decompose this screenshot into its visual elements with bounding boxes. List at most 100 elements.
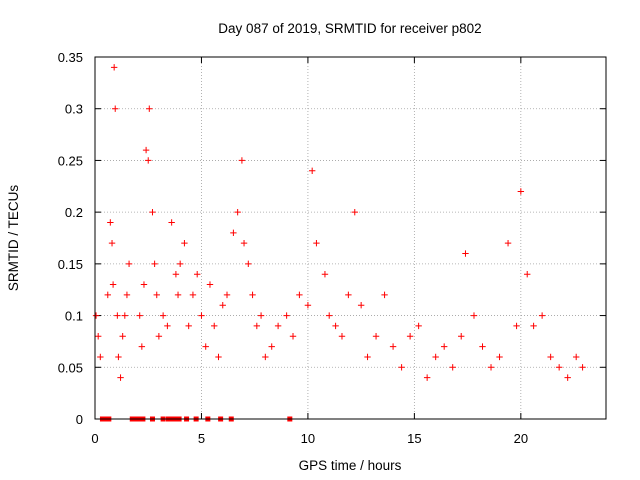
data-point	[174, 291, 182, 299]
data-point	[440, 343, 448, 350]
data-point	[332, 322, 339, 330]
data-point	[504, 239, 512, 247]
data-point	[194, 271, 201, 278]
data-point	[308, 167, 316, 174]
data-point	[142, 146, 150, 154]
data-point	[289, 333, 297, 340]
data-point	[257, 312, 265, 319]
data-point	[172, 271, 180, 278]
data-point	[389, 343, 397, 350]
data-point	[487, 364, 495, 371]
data-point	[238, 157, 246, 164]
x-tick-label: 5	[198, 431, 205, 446]
data-point	[432, 353, 439, 361]
data-point	[168, 219, 175, 226]
x-tick-label: 0	[91, 431, 98, 446]
data-point	[398, 364, 405, 371]
data-point	[115, 353, 122, 361]
x-tick-label: 20	[514, 431, 528, 446]
chart-title: Day 087 of 2019, SRMTID for receiver p80…	[218, 21, 481, 36]
data-point	[149, 208, 156, 216]
data-point	[125, 260, 133, 268]
data-point	[215, 353, 222, 361]
y-tick-label: 0.25	[58, 153, 83, 168]
data-point	[513, 322, 520, 330]
data-point	[145, 157, 152, 164]
data-point	[159, 312, 167, 319]
data-point	[189, 291, 197, 299]
data-point	[140, 281, 148, 288]
data-point	[138, 343, 146, 350]
data-point	[211, 322, 218, 330]
data-point	[364, 353, 371, 361]
x-tick-label: 10	[301, 431, 315, 446]
data-point	[92, 312, 100, 319]
y-tick-labels: 0 0.05 0.1 0.15 0.2 0.25 0.3 0.35	[58, 50, 83, 427]
data-point	[351, 208, 358, 216]
plot-frame	[94, 56, 607, 420]
data-point	[121, 312, 129, 319]
data-point	[326, 312, 333, 319]
data-point	[572, 353, 580, 361]
data-point	[313, 239, 320, 247]
data-point	[104, 291, 111, 299]
data-point	[547, 353, 554, 361]
data-point	[406, 333, 414, 340]
data-point	[110, 64, 118, 71]
data-point	[372, 333, 380, 340]
data-point	[181, 239, 188, 247]
data-point	[202, 343, 209, 350]
data-point	[114, 312, 121, 319]
data-point	[274, 322, 282, 330]
data-point	[119, 333, 126, 340]
y-tick-label: 0.15	[58, 257, 83, 272]
data-point	[253, 322, 261, 330]
data-point	[283, 312, 290, 319]
data-point	[338, 333, 346, 340]
y-tick-label: 0.3	[65, 102, 83, 117]
data-point	[538, 312, 546, 319]
data-point	[517, 188, 525, 195]
data-point	[496, 353, 503, 361]
x-axis-label: GPS time / hours	[299, 458, 402, 473]
data-point	[151, 260, 158, 268]
y-tick-label: 0.1	[65, 309, 83, 324]
data-point	[458, 333, 465, 340]
data-point	[449, 364, 456, 371]
data-point	[230, 229, 237, 237]
data-point	[223, 291, 231, 299]
data-point	[296, 291, 303, 299]
tick-marks	[94, 56, 606, 420]
data-point	[564, 374, 571, 381]
data-point	[304, 302, 312, 309]
data-point	[146, 105, 153, 112]
data-point	[112, 105, 119, 112]
data-point	[555, 364, 563, 371]
data-points	[92, 64, 586, 422]
data-point	[579, 364, 586, 371]
data-point	[164, 322, 171, 330]
data-point	[249, 291, 256, 299]
data-point	[268, 343, 275, 350]
data-point	[462, 250, 469, 257]
data-point	[206, 281, 214, 288]
data-point	[524, 271, 531, 278]
data-point	[108, 239, 116, 247]
data-point	[415, 322, 422, 330]
x-tick-label: 15	[407, 431, 421, 446]
data-point	[123, 291, 131, 299]
data-point	[109, 281, 117, 288]
data-point	[240, 239, 248, 247]
data-point	[153, 291, 160, 299]
data-point	[381, 291, 388, 299]
data-point	[94, 333, 102, 340]
data-point	[479, 343, 486, 350]
data-point	[245, 260, 252, 268]
y-tick-label: 0.2	[65, 205, 83, 220]
data-point	[136, 312, 143, 319]
data-point	[357, 302, 365, 309]
data-point	[97, 353, 104, 361]
data-point	[262, 353, 269, 361]
data-point	[176, 260, 184, 268]
